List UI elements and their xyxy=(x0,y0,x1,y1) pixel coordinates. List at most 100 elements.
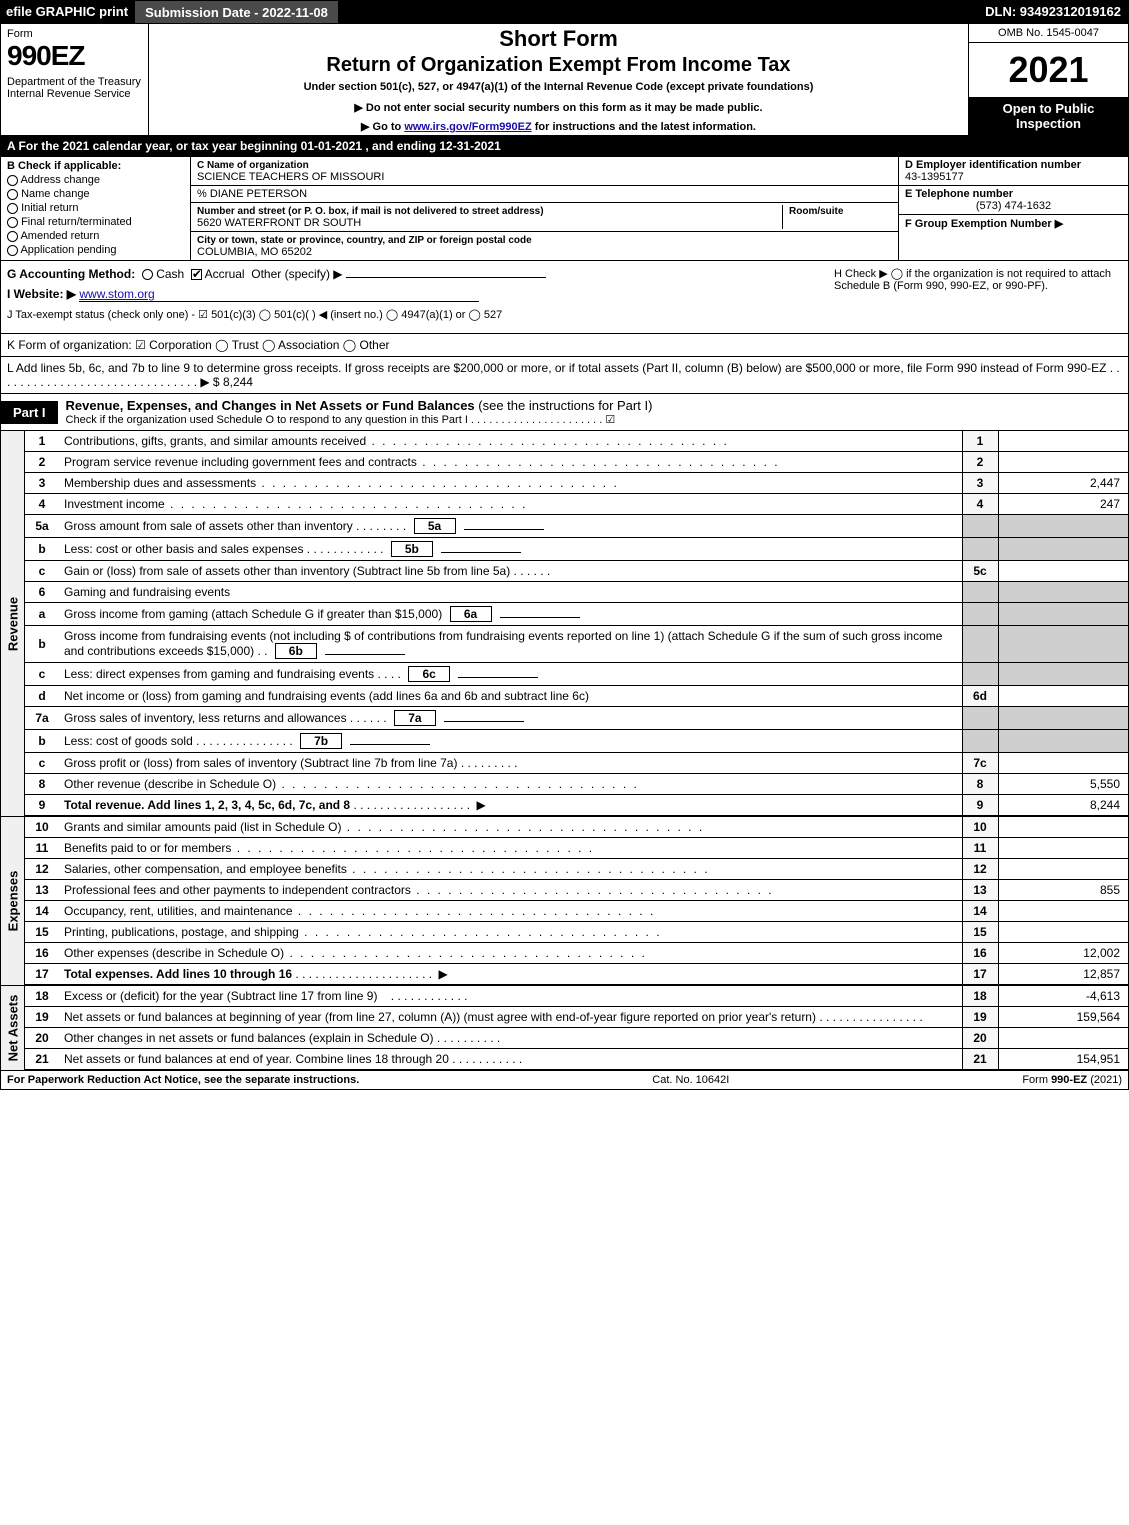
part-i-note: Check if the organization used Schedule … xyxy=(66,413,1120,426)
footer-cat-no: Cat. No. 10642I xyxy=(359,1074,1022,1086)
city-row: City or town, state or province, country… xyxy=(191,232,898,260)
ein-label: D Employer identification number xyxy=(905,159,1081,171)
other-specify-line[interactable] xyxy=(346,277,546,278)
chk-address-change[interactable]: Address change xyxy=(7,174,184,186)
line-11: 11Benefits paid to or for members11 xyxy=(25,838,1128,859)
org-name-row: C Name of organization SCIENCE TEACHERS … xyxy=(191,157,898,186)
col-c-org-info: C Name of organization SCIENCE TEACHERS … xyxy=(191,157,898,260)
group-exemption-label: F Group Exemption Number ▶ xyxy=(905,218,1063,230)
form-word: Form xyxy=(7,28,142,40)
col-b-checkboxes: B Check if applicable: Address change Na… xyxy=(1,157,191,260)
open-to-public: Open to Public Inspection xyxy=(969,97,1128,135)
ein-row: D Employer identification number 43-1395… xyxy=(899,157,1128,186)
line-2: 2Program service revenue including gover… xyxy=(25,452,1128,473)
row-k-form-of-org: K Form of organization: ☑ Corporation ◯ … xyxy=(0,334,1129,357)
line-16: 16Other expenses (describe in Schedule O… xyxy=(25,943,1128,964)
line-6a: aGross income from gaming (attach Schedu… xyxy=(25,603,1128,626)
chk-name-change[interactable]: Name change xyxy=(7,188,184,200)
line-9: 9Total revenue. Add lines 1, 2, 3, 4, 5c… xyxy=(25,795,1128,816)
row-l-text: L Add lines 5b, 6c, and 7b to line 9 to … xyxy=(7,361,1120,389)
line-6c: cLess: direct expenses from gaming and f… xyxy=(25,663,1128,686)
revenue-section: Revenue 1Contributions, gifts, grants, a… xyxy=(0,431,1129,816)
revenue-side-label: Revenue xyxy=(1,431,25,816)
chk-initial-return[interactable]: Initial return xyxy=(7,202,184,214)
city-label: City or town, state or province, country… xyxy=(197,235,532,246)
website-link[interactable]: www.stom.org xyxy=(79,287,479,302)
radio-cash[interactable] xyxy=(142,269,153,280)
line-7c: cGross profit or (loss) from sales of in… xyxy=(25,753,1128,774)
net-assets-section: Net Assets 18Excess or (deficit) for the… xyxy=(0,985,1129,1071)
line-19: 19Net assets or fund balances at beginni… xyxy=(25,1007,1128,1028)
care-of-row: % DIANE PETERSON xyxy=(191,186,898,203)
line-13: 13Professional fees and other payments t… xyxy=(25,880,1128,901)
line-10: 10Grants and similar amounts paid (list … xyxy=(25,817,1128,838)
efile-label[interactable]: efile GRAPHIC print xyxy=(0,0,134,24)
net-assets-side-label: Net Assets xyxy=(1,986,25,1070)
net-assets-table: 18Excess or (deficit) for the year (Subt… xyxy=(25,986,1128,1070)
subtitle-section: Under section 501(c), 527, or 4947(a)(1)… xyxy=(155,81,962,93)
row-h-schedule-b: H Check ▶ ◯ if the organization is not r… xyxy=(828,261,1128,333)
header-right: OMB No. 1545-0047 2021 Open to Public In… xyxy=(968,24,1128,135)
col-d-ids: D Employer identification number 43-1395… xyxy=(898,157,1128,260)
gh-left: G Accounting Method: Cash Accrual Other … xyxy=(1,261,828,333)
line-8: 8Other revenue (describe in Schedule O)8… xyxy=(25,774,1128,795)
tel-row: E Telephone number (573) 474-1632 xyxy=(899,186,1128,215)
line-12: 12Salaries, other compensation, and empl… xyxy=(25,859,1128,880)
goto-pre: ▶ Go to xyxy=(361,121,404,133)
form-number: 990EZ xyxy=(7,40,142,72)
goto-post: for instructions and the latest informat… xyxy=(532,121,756,133)
dln-label: DLN: 93492312019162 xyxy=(977,0,1129,24)
row-i-website: I Website: ▶ www.stom.org xyxy=(7,287,822,302)
line-3: 3Membership dues and assessments32,447 xyxy=(25,473,1128,494)
line-15: 15Printing, publications, postage, and s… xyxy=(25,922,1128,943)
line-6b: bGross income from fundraising events (n… xyxy=(25,626,1128,663)
org-name-label: C Name of organization xyxy=(197,160,309,171)
submission-date: Submission Date - 2022-11-08 xyxy=(134,0,339,24)
part-i-title: Revenue, Expenses, and Changes in Net As… xyxy=(58,394,1128,430)
expenses-side-label: Expenses xyxy=(1,817,25,985)
care-of: % DIANE PETERSON xyxy=(197,188,307,200)
page-footer: For Paperwork Reduction Act Notice, see … xyxy=(0,1071,1129,1090)
department-label: Department of the Treasury Internal Reve… xyxy=(7,76,142,100)
expenses-section: Expenses 10Grants and similar amounts pa… xyxy=(0,816,1129,985)
city-value: COLUMBIA, MO 65202 xyxy=(197,246,312,258)
street-row: Number and street (or P. O. box, if mail… xyxy=(191,203,898,232)
subtitle-ssn: ▶ Do not enter social security numbers o… xyxy=(155,101,962,114)
line-1: 1Contributions, gifts, grants, and simil… xyxy=(25,431,1128,452)
block-bcd: B Check if applicable: Address change Na… xyxy=(0,157,1129,261)
title-short-form: Short Form xyxy=(155,26,962,52)
form-header: Form 990EZ Department of the Treasury In… xyxy=(0,24,1129,136)
irs-link[interactable]: www.irs.gov/Form990EZ xyxy=(404,121,531,133)
group-exemption-row: F Group Exemption Number ▶ xyxy=(899,215,1128,260)
topbar-spacer xyxy=(339,0,977,24)
org-name: SCIENCE TEACHERS OF MISSOURI xyxy=(197,171,384,183)
radio-accrual[interactable] xyxy=(191,269,202,280)
line-17: 17Total expenses. Add lines 10 through 1… xyxy=(25,964,1128,985)
line-6d: dNet income or (loss) from gaming and fu… xyxy=(25,686,1128,707)
line-5b: bLess: cost or other basis and sales exp… xyxy=(25,538,1128,561)
block-ghij: G Accounting Method: Cash Accrual Other … xyxy=(0,261,1129,334)
title-return: Return of Organization Exempt From Incom… xyxy=(155,54,962,77)
line-5a: 5aGross amount from sale of assets other… xyxy=(25,515,1128,538)
line-7b: bLess: cost of goods sold . . . . . . . … xyxy=(25,730,1128,753)
expenses-table: 10Grants and similar amounts paid (list … xyxy=(25,817,1128,985)
tel-value: (573) 474-1632 xyxy=(905,200,1122,212)
line-20: 20Other changes in net assets or fund ba… xyxy=(25,1028,1128,1049)
chk-amended-return[interactable]: Amended return xyxy=(7,230,184,242)
line-4: 4Investment income4247 xyxy=(25,494,1128,515)
row-l-value: 8,244 xyxy=(223,375,253,389)
street-label: Number and street (or P. O. box, if mail… xyxy=(197,206,544,217)
header-mid: Short Form Return of Organization Exempt… xyxy=(149,24,968,135)
row-a-tax-year: A For the 2021 calendar year, or tax yea… xyxy=(0,136,1129,157)
row-g-accounting: G Accounting Method: Cash Accrual Other … xyxy=(7,267,822,281)
col-b-header: B Check if applicable: xyxy=(7,160,184,172)
chk-final-return[interactable]: Final return/terminated xyxy=(7,216,184,228)
line-14: 14Occupancy, rent, utilities, and mainte… xyxy=(25,901,1128,922)
row-l-gross-receipts: L Add lines 5b, 6c, and 7b to line 9 to … xyxy=(0,357,1129,394)
omb-number: OMB No. 1545-0047 xyxy=(969,24,1128,43)
part-i-header: Part I Revenue, Expenses, and Changes in… xyxy=(0,394,1129,431)
subtitle-goto: ▶ Go to www.irs.gov/Form990EZ for instru… xyxy=(155,120,962,133)
part-i-tab: Part I xyxy=(1,401,58,424)
chk-application-pending[interactable]: Application pending xyxy=(7,244,184,256)
revenue-table: 1Contributions, gifts, grants, and simil… xyxy=(25,431,1128,816)
